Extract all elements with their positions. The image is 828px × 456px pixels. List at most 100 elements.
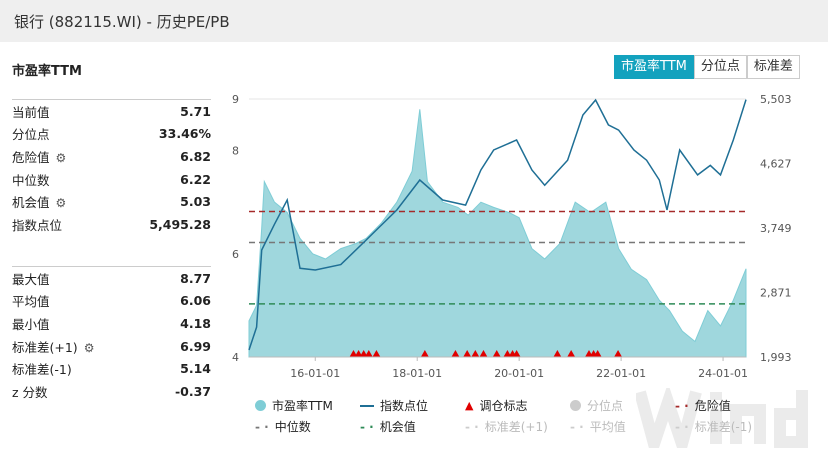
legend-item[interactable]: 市盈率TTM	[255, 397, 360, 414]
panel-title: 市盈率TTM	[12, 64, 82, 79]
left-tick: 6	[232, 248, 239, 261]
right-tick: 1,993	[760, 351, 792, 364]
stat-label: 中位数	[12, 170, 50, 189]
rebalance-marker	[451, 350, 460, 357]
stat-value: 6.99	[180, 338, 211, 354]
legend-label: 分位点	[587, 399, 624, 413]
legend-item[interactable]: - · 中位数	[255, 418, 360, 435]
legend-item[interactable]: - · 平均值	[570, 418, 675, 435]
left-tick: 8	[232, 145, 239, 158]
gear-icon[interactable]: ⚙	[55, 150, 67, 165]
legend-item[interactable]: ▲ 调仓标志	[465, 397, 570, 414]
stat-label-text: 中位数	[12, 172, 50, 188]
stat-label-text: 标准差(-1)	[12, 362, 72, 378]
stat-label-text: z 分数	[12, 384, 48, 400]
stat-label-text: 机会值	[12, 195, 50, 211]
tab-0[interactable]: 市盈率TTM	[614, 55, 694, 79]
dash-icon: - ·	[255, 419, 269, 434]
legend-label: 指数点位	[380, 399, 429, 413]
dash-icon: - ·	[675, 419, 689, 434]
stat-label-text: 平均值	[12, 294, 50, 310]
stat-value: 5.03	[180, 194, 211, 210]
stat-row: 平均值 6.06	[12, 290, 211, 313]
rebalance-marker	[503, 350, 512, 357]
stat-label: 平均值	[12, 291, 50, 310]
rebalance-marker	[364, 350, 373, 357]
stat-row: 标准差(+1) ⚙ 6.99	[12, 335, 211, 358]
wind-watermark	[636, 388, 808, 448]
chart-legend: 市盈率TTM 指数点位 ▲ 调仓标志 分位点 - · 危险值 - · 中位数 - · 机会值 - · 标…	[255, 397, 775, 435]
legend-item[interactable]: 指数点位	[360, 397, 465, 414]
rebalance-marker	[354, 350, 363, 357]
gear-icon[interactable]: ⚙	[83, 340, 95, 355]
stat-value: 5.71	[180, 103, 211, 119]
stat-value: 5,495.28	[149, 216, 211, 232]
stat-row: 标准差(-1) 5.14	[12, 357, 211, 380]
stat-row: 最小值 4.18	[12, 312, 211, 335]
left-tick: 4	[232, 351, 239, 364]
stat-label: 标准差(-1)	[12, 359, 72, 378]
dash-icon: - ·	[675, 398, 689, 413]
stat-row: 分位点 33.46%	[12, 123, 211, 146]
pe-area	[248, 109, 747, 358]
rebalance-marker	[614, 350, 623, 357]
gear-icon[interactable]: ⚙	[55, 196, 67, 211]
dot-icon	[570, 400, 581, 411]
dash-icon: - ·	[570, 419, 584, 434]
stat-label: 指数点位	[12, 215, 62, 234]
legend-label: 标准差(+1)	[484, 420, 548, 434]
legend-item[interactable]: - · 机会值	[360, 418, 465, 435]
stat-label: 当前值	[12, 102, 50, 121]
stat-row: 最大值 8.77	[12, 267, 211, 290]
stat-row: 机会值 ⚙ 5.03	[12, 190, 211, 213]
legend-item[interactable]: - · 危险值	[675, 397, 775, 414]
stats-summary: 最大值 8.77 平均值 6.06 最小值 4.18 标准差(+1) ⚙ 6.99 标准差(-1)…	[12, 266, 211, 403]
legend-label: 机会值	[379, 420, 416, 434]
stat-label: 分位点	[12, 124, 50, 143]
legend-label: 标准差(-1)	[694, 420, 753, 434]
stat-row: 指数点位 5,495.28	[12, 213, 211, 236]
stat-label-text: 最小值	[12, 316, 50, 332]
stat-label-text: 标准差(+1)	[12, 339, 78, 355]
rebalance-marker	[463, 350, 472, 357]
rebalance-marker	[553, 350, 562, 357]
stat-row: 中位数 6.22	[12, 168, 211, 191]
right-tick: 4,627	[760, 158, 792, 171]
stat-label-text: 当前值	[12, 104, 50, 120]
legend-item[interactable]: - · 标准差(+1)	[465, 418, 570, 435]
rebalance-marker	[593, 350, 602, 357]
stat-label: z 分数	[12, 382, 48, 401]
rebalance-marker	[567, 350, 576, 357]
watermark-stroke	[636, 388, 702, 448]
legend-item[interactable]: - · 标准差(-1)	[675, 418, 775, 435]
stat-value: 33.46%	[158, 126, 211, 142]
x-tick: 18-01-01	[392, 367, 442, 380]
index-line	[248, 98, 747, 351]
rebalance-marker	[492, 350, 501, 357]
stat-label-text: 最大值	[12, 271, 50, 287]
right-tick: 5,503	[760, 93, 792, 106]
title-bar: 银行 (882115.WI) - 历史PE/PB	[0, 0, 828, 42]
right-tick: 3,749	[760, 222, 792, 235]
rebalance-marker	[479, 350, 488, 357]
legend-label: 调仓标志	[479, 399, 528, 413]
tab-2[interactable]: 标准差	[746, 55, 800, 79]
rebalance-marker	[372, 350, 381, 357]
stat-label-text: 危险值	[12, 149, 50, 165]
legend-label: 中位数	[274, 420, 311, 434]
watermark-stroke	[730, 404, 766, 444]
stats-current: 当前值 5.71 分位点 33.46% 危险值 ⚙ 6.82 中位数 6.22 机会值 ⚙ 5.03 指…	[12, 99, 211, 236]
stat-label: 标准差(+1) ⚙	[12, 337, 94, 356]
stat-value: 6.06	[180, 293, 211, 309]
stat-value: 5.14	[180, 361, 211, 377]
stat-label: 最大值	[12, 269, 50, 288]
legend-item[interactable]: 分位点	[570, 397, 675, 414]
tab-1[interactable]: 分位点	[693, 55, 747, 79]
rebalance-marker	[420, 350, 429, 357]
triangle-icon: ▲	[465, 399, 474, 412]
stat-value: 6.22	[180, 171, 211, 187]
right-tick: 2,871	[760, 287, 792, 300]
x-tick: 22-01-01	[596, 367, 646, 380]
dash-icon: - ·	[360, 419, 374, 434]
